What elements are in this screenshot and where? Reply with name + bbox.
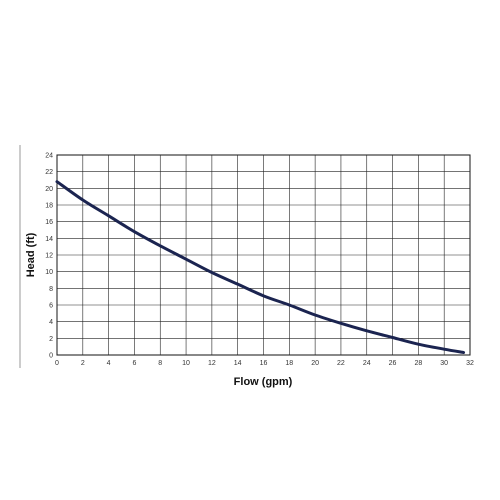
- y-tick-label: 8: [49, 286, 53, 293]
- x-tick-label: 0: [55, 360, 59, 367]
- y-tick-label: 20: [45, 186, 53, 193]
- y-tick-label: 10: [45, 269, 53, 276]
- series-line: [55, 180, 466, 354]
- x-tick-label: 16: [260, 360, 268, 367]
- y-tick-label: 14: [45, 236, 53, 243]
- x-tick-label: 30: [440, 360, 448, 367]
- y-tick-label: 24: [45, 153, 53, 160]
- y-tick-label: 22: [45, 169, 53, 176]
- x-tick-label: 32: [466, 360, 474, 367]
- x-tick-label: 2: [81, 360, 85, 367]
- x-tick-label: 10: [182, 360, 190, 367]
- y-tick-label: 16: [45, 219, 53, 226]
- x-tick-label: 8: [158, 360, 162, 367]
- y-tick-label: 0: [49, 353, 53, 360]
- y-tick-label: 2: [49, 336, 53, 343]
- y-tick-label: 6: [49, 303, 53, 310]
- x-tick-label: 20: [311, 360, 319, 367]
- x-axis-title: Flow (gpm): [234, 376, 293, 388]
- x-tick-label: 6: [132, 360, 136, 367]
- series-layer: [55, 180, 466, 354]
- x-tick-label: 4: [107, 360, 111, 367]
- x-tick-label: 12: [208, 360, 216, 367]
- x-tick-label: 24: [363, 360, 371, 367]
- grid: [56, 154, 471, 356]
- x-tick-label: 28: [414, 360, 422, 367]
- x-tick-label: 26: [389, 360, 397, 367]
- x-tick-label: 14: [234, 360, 242, 367]
- y-axis-title: Head (ft): [25, 232, 37, 277]
- tick-labels: 0 2 4 6 8 10 12 14 16 18 20 22 24 26 28 30 3202468101214…: [45, 153, 474, 368]
- x-tick-label: 22: [337, 360, 345, 367]
- y-tick-label: 4: [49, 319, 53, 326]
- y-tick-label: 12: [45, 253, 53, 260]
- y-tick-label: 18: [45, 203, 53, 210]
- x-tick-label: 18: [285, 360, 293, 367]
